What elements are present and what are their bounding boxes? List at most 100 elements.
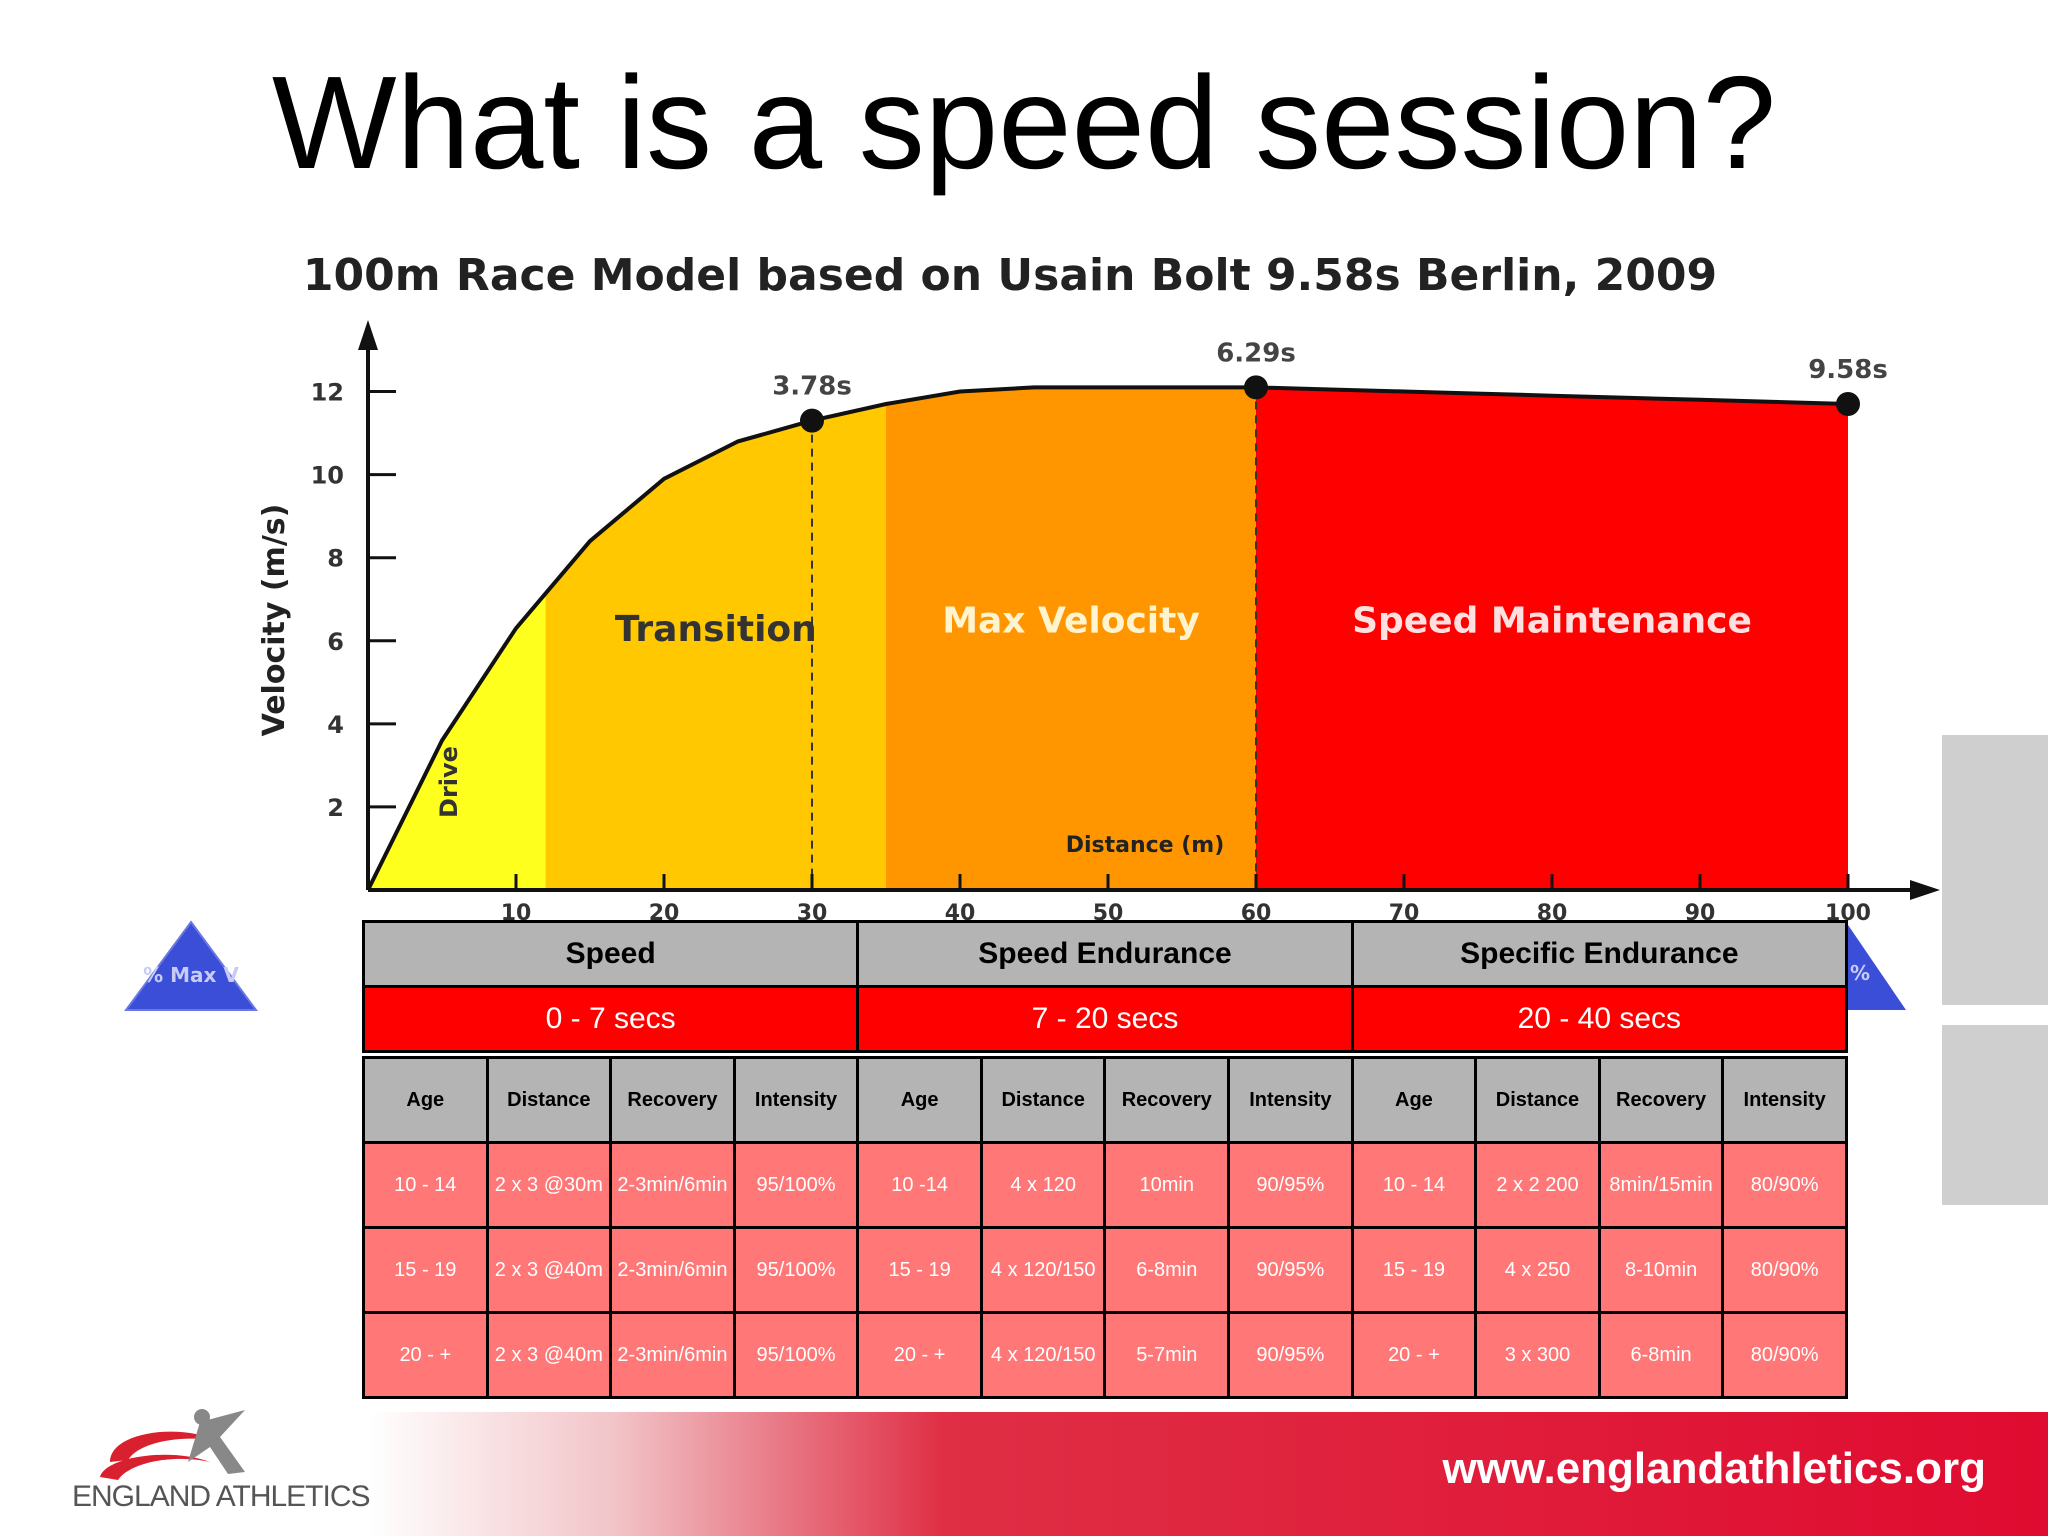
table-cell: 95/100% [732,1141,860,1229]
annotation-label: 6.29s [1216,338,1296,368]
table-cell: 4 x 120 [979,1141,1107,1229]
y-tick-label: 12 [311,379,344,407]
duration-specific-endurance: 20 - 40 secs [1350,985,1849,1053]
category-speed-endurance: Speed Endurance [856,920,1354,988]
table-cell: 15 - 19 [856,1226,983,1314]
table-cell: 4 x 120/150 [979,1226,1107,1314]
x-axis-label: Distance (m) [1066,833,1225,858]
footer-band [0,1412,2048,1536]
velocity-curve [366,385,1849,891]
decorative-grey-band-lower [1942,1025,2048,1205]
table-cell: 80/90% [1721,1226,1848,1314]
table-cell: 20 - + [856,1311,983,1399]
col-header: Age [856,1056,983,1144]
table-cell: 95/100% [732,1226,860,1314]
col-header: Intensity [1721,1056,1848,1144]
table-cell: 2-3min/6min [609,1226,736,1314]
table-cell: 80/90% [1721,1311,1848,1399]
england-athletics-logo-icon [100,1409,245,1480]
column-header-row: Age Distance Recovery Intensity Age Dist… [362,1056,1848,1144]
category-specific-endurance: Specific Endurance [1350,920,1849,988]
x-axis-arrow-icon [1910,880,1940,900]
col-header: Distance [979,1056,1107,1144]
y-tick-label: 2 [327,794,344,822]
col-header: Intensity [1227,1056,1354,1144]
phase-area-speed-maintenance [1256,387,1848,890]
annotation-points: 3.78s 6.29s 9.58s [772,338,1888,433]
annotation-label: 3.78s [772,372,852,402]
session-table: Age Distance Recovery Intensity Age Dist… [362,1056,1848,1399]
table-cell: 95/100% [732,1311,860,1399]
table-cell: 6-8min [1597,1311,1725,1399]
table-cell: 2 x 2 200 [1474,1141,1601,1229]
duration-speed: 0 - 7 secs [361,985,860,1053]
annotation-point [1244,375,1268,400]
phase-label: Speed Maintenance [1352,600,1752,641]
table-cell: 6-8min [1103,1226,1231,1314]
max-v-triangle-icon: % Max V [124,920,258,1011]
annotation-point [800,408,824,433]
table-cell: 8-10min [1597,1226,1725,1314]
phase-labels: Drive Transition Max Velocity Speed Mainten… [435,600,1752,817]
phase-areas [366,385,1849,891]
table-cell: 15 - 19 [362,1226,489,1314]
table-cell: 80/90% [1721,1141,1848,1229]
phase-label: Max Velocity [942,600,1200,641]
category-table: Speed Speed Endurance Specific Endurance… [361,920,1849,1053]
y-tick-label: 10 [311,462,344,490]
col-header: Age [362,1056,489,1144]
website-link[interactable]: www.englandathletics.org [1442,1444,1986,1493]
category-row: Speed Speed Endurance Specific Endurance [361,920,1849,988]
table-cell: 20 - + [362,1311,489,1399]
max-v-label: % Max V [143,963,239,987]
table-cell: 2 x 3 @40m [485,1311,613,1399]
phase-area-drive [368,593,546,890]
y-tick-label: 8 [327,545,344,573]
phase-label: Drive [435,746,463,818]
table-row: 15 - 19 2 x 3 @40m 2-3min/6min 95/100% 1… [362,1226,1848,1314]
col-header: Distance [485,1056,613,1144]
table-cell: 2 x 3 @40m [485,1226,613,1314]
col-header: Recovery [609,1056,736,1144]
annotation-label: 9.58s [1808,355,1888,385]
table-cell: 5-7min [1103,1311,1231,1399]
table-cell: 90/95% [1227,1311,1354,1399]
table-cell: 2-3min/6min [609,1311,736,1399]
col-header: Distance [1474,1056,1601,1144]
duration-speed-endurance: 7 - 20 secs [856,985,1354,1053]
table-cell: 2 x 3 @30m [485,1141,613,1229]
chart-svg: 100m Race Model based on Usain Bolt 9.58… [257,250,1940,926]
y-tick-label: 4 [327,711,344,739]
race-model-chart: 100m Race Model based on Usain Bolt 9.58… [84,240,1940,1040]
table-cell: 90/95% [1227,1226,1354,1314]
phase-area-max-velocity [886,387,1256,890]
col-header: Intensity [732,1056,860,1144]
table-row: 10 - 14 2 x 3 @30m 2-3min/6min 95/100% 1… [362,1141,1848,1229]
table-cell: 15 - 19 [1350,1226,1478,1314]
decorative-grey-band [1942,735,2048,1005]
y-axis-arrow-icon [358,320,378,350]
chart-title: 100m Race Model based on Usain Bolt 9.58… [303,250,1717,301]
table-cell: 4 x 120/150 [979,1311,1107,1399]
table-cell: 2-3min/6min [609,1141,736,1229]
table-cell: 10 -14 [856,1141,983,1229]
category-speed: Speed [361,920,860,988]
table-cell: 20 - + [1350,1311,1478,1399]
table-cell: 4 x 250 [1474,1226,1601,1314]
y-tick-label: 6 [327,628,344,656]
duration-row: 0 - 7 secs 7 - 20 secs 20 - 40 secs [361,985,1849,1053]
table-cell: 10 - 14 [1350,1141,1478,1229]
right-triangle-icon: % [1846,922,1906,1010]
logo-text: ENGLAND ATHLETICS [72,1480,371,1513]
table-row: 20 - + 2 x 3 @40m 2-3min/6min 95/100% 20… [362,1311,1848,1399]
annotation-point [1836,392,1860,416]
phase-area-transition [545,404,886,890]
col-header: Recovery [1597,1056,1725,1144]
table-cell: 10min [1103,1141,1231,1229]
col-header: Recovery [1103,1056,1231,1144]
col-header: Age [1350,1056,1478,1144]
y-axis-label: Velocity (m/s) [257,504,292,737]
table-cell: 8min/15min [1597,1141,1725,1229]
phase-label: Transition [615,609,817,650]
right-badge-label: % [1850,961,1870,985]
